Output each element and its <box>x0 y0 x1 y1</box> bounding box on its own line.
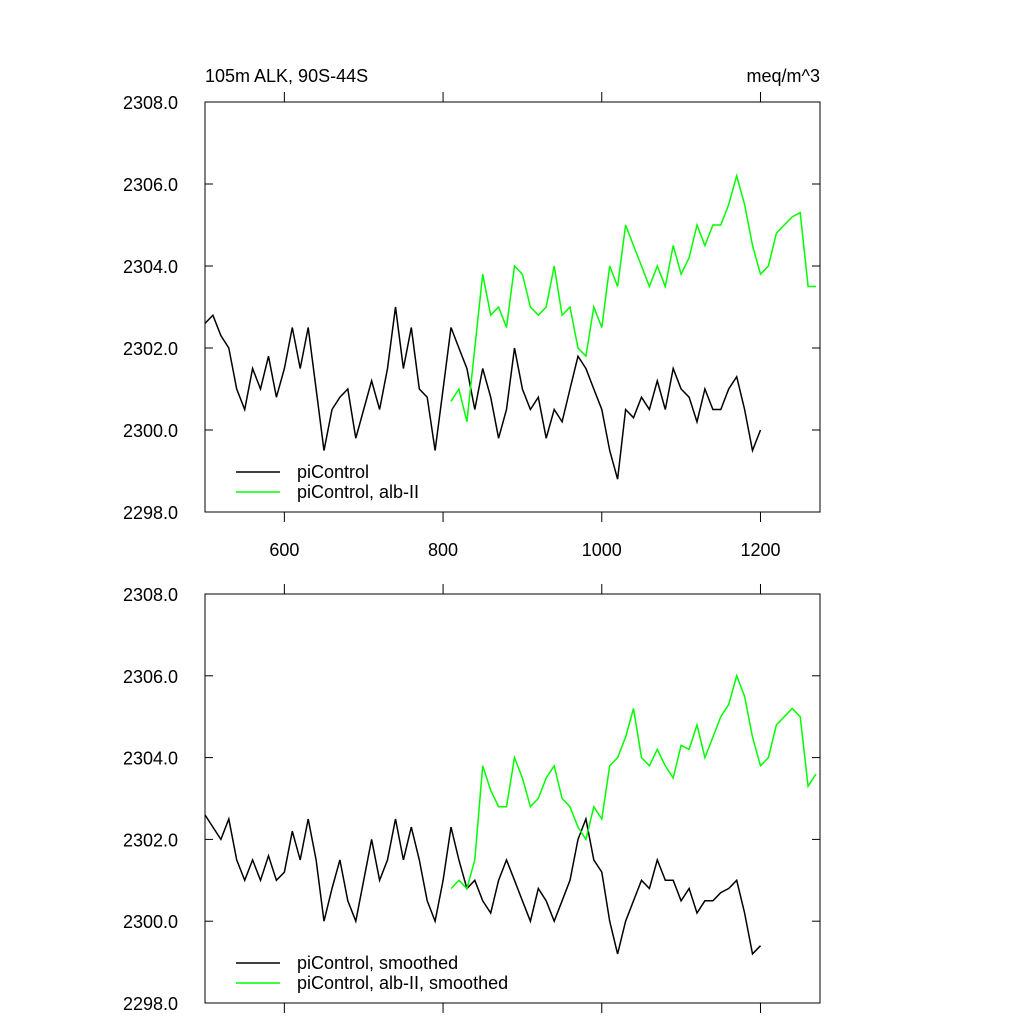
legend-label: piControl, smoothed <box>297 953 458 973</box>
y-tick-label: 2298.0 <box>123 994 178 1014</box>
series-line <box>450 673 817 890</box>
units-label: meq/m^3 <box>747 66 820 86</box>
y-tick-label: 2308.0 <box>123 93 178 113</box>
legend-label: piControl <box>297 462 369 482</box>
series-line <box>450 172 816 422</box>
y-tick-label: 2302.0 <box>123 339 178 359</box>
y-tick-label: 2300.0 <box>123 912 178 932</box>
x-tick-label: 1000 <box>582 540 622 560</box>
y-tick-label: 2308.0 <box>123 585 178 605</box>
series-line <box>204 814 762 956</box>
series-line <box>204 306 762 480</box>
legend-label: piControl, alb-II, smoothed <box>297 973 508 993</box>
legend-label: piControl, alb-II <box>297 482 419 502</box>
y-tick-label: 2304.0 <box>123 257 178 277</box>
y-tick-label: 2300.0 <box>123 421 178 441</box>
chart-title: 105m ALK, 90S-44S <box>205 66 368 86</box>
plot-frame <box>204 101 821 513</box>
y-tick-label: 2306.0 <box>123 175 178 195</box>
y-tick-label: 2306.0 <box>123 667 178 687</box>
y-tick-label: 2298.0 <box>123 503 178 523</box>
x-tick-label: 600 <box>269 540 299 560</box>
plot-frame <box>204 593 821 1004</box>
y-tick-label: 2304.0 <box>123 749 178 769</box>
y-tick-label: 2302.0 <box>123 830 178 850</box>
x-tick-label: 800 <box>428 540 458 560</box>
x-tick-label: 1200 <box>740 540 780 560</box>
